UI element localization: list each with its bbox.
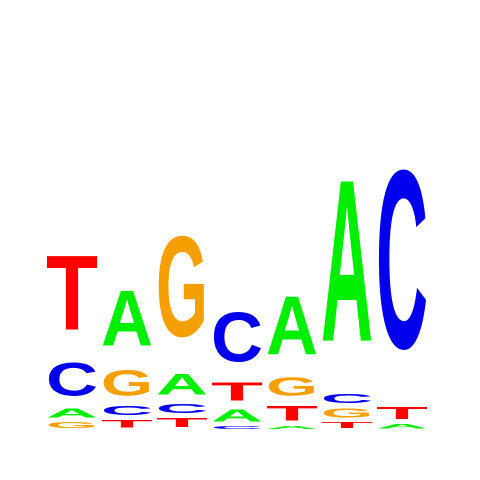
logo-letter-g-p2-3: G: [101, 363, 153, 404]
logo-letter-t-p7-2: T: [376, 404, 428, 423]
logo-letter-a-p4-2: A: [211, 406, 263, 425]
logo-letter-c-p2-2: C: [101, 403, 153, 417]
logo-letter-g-p5-3: G: [266, 372, 318, 401]
logo-letter-t-p1-4: T: [46, 232, 98, 353]
logo-letter-t-p3-1: T: [156, 416, 208, 430]
logo-letter-c-p7-3: C: [376, 116, 428, 402]
logo-letter-c-p4-4: C: [211, 298, 263, 377]
logo-letter-t-p5-2: T: [266, 401, 318, 425]
logo-letter-g-p6-2: G: [321, 406, 373, 420]
logo-letter-g-p1-1: G: [46, 421, 98, 431]
logo-letter-a-p3-3: A: [156, 367, 208, 401]
logo-letter-c-p6-3: C: [321, 391, 373, 405]
logo-position-7: ATC: [376, 116, 428, 430]
logo-letter-g-p3-4: G: [156, 207, 208, 367]
logo-letter-c-p3-2: C: [156, 401, 208, 415]
logo-letter-a-p5-1: A: [266, 425, 318, 430]
logo-letter-a-p1-2: A: [46, 406, 98, 420]
logo-letter-a-p2-4: A: [101, 274, 153, 363]
logo-letter-a-p7-1: A: [376, 423, 428, 430]
logo-letter-c-p4-1: C: [211, 425, 263, 430]
logo-letter-t-p4-3: T: [211, 377, 263, 406]
logo-letter-a-p5-4: A: [266, 278, 318, 372]
logo-letter-t-p2-1: T: [101, 418, 153, 430]
logo-letter-a-p6-4: A: [321, 133, 373, 391]
logo-letter-c-p1-3: C: [46, 353, 98, 406]
logo-letter-t-p6-1: T: [321, 420, 373, 430]
